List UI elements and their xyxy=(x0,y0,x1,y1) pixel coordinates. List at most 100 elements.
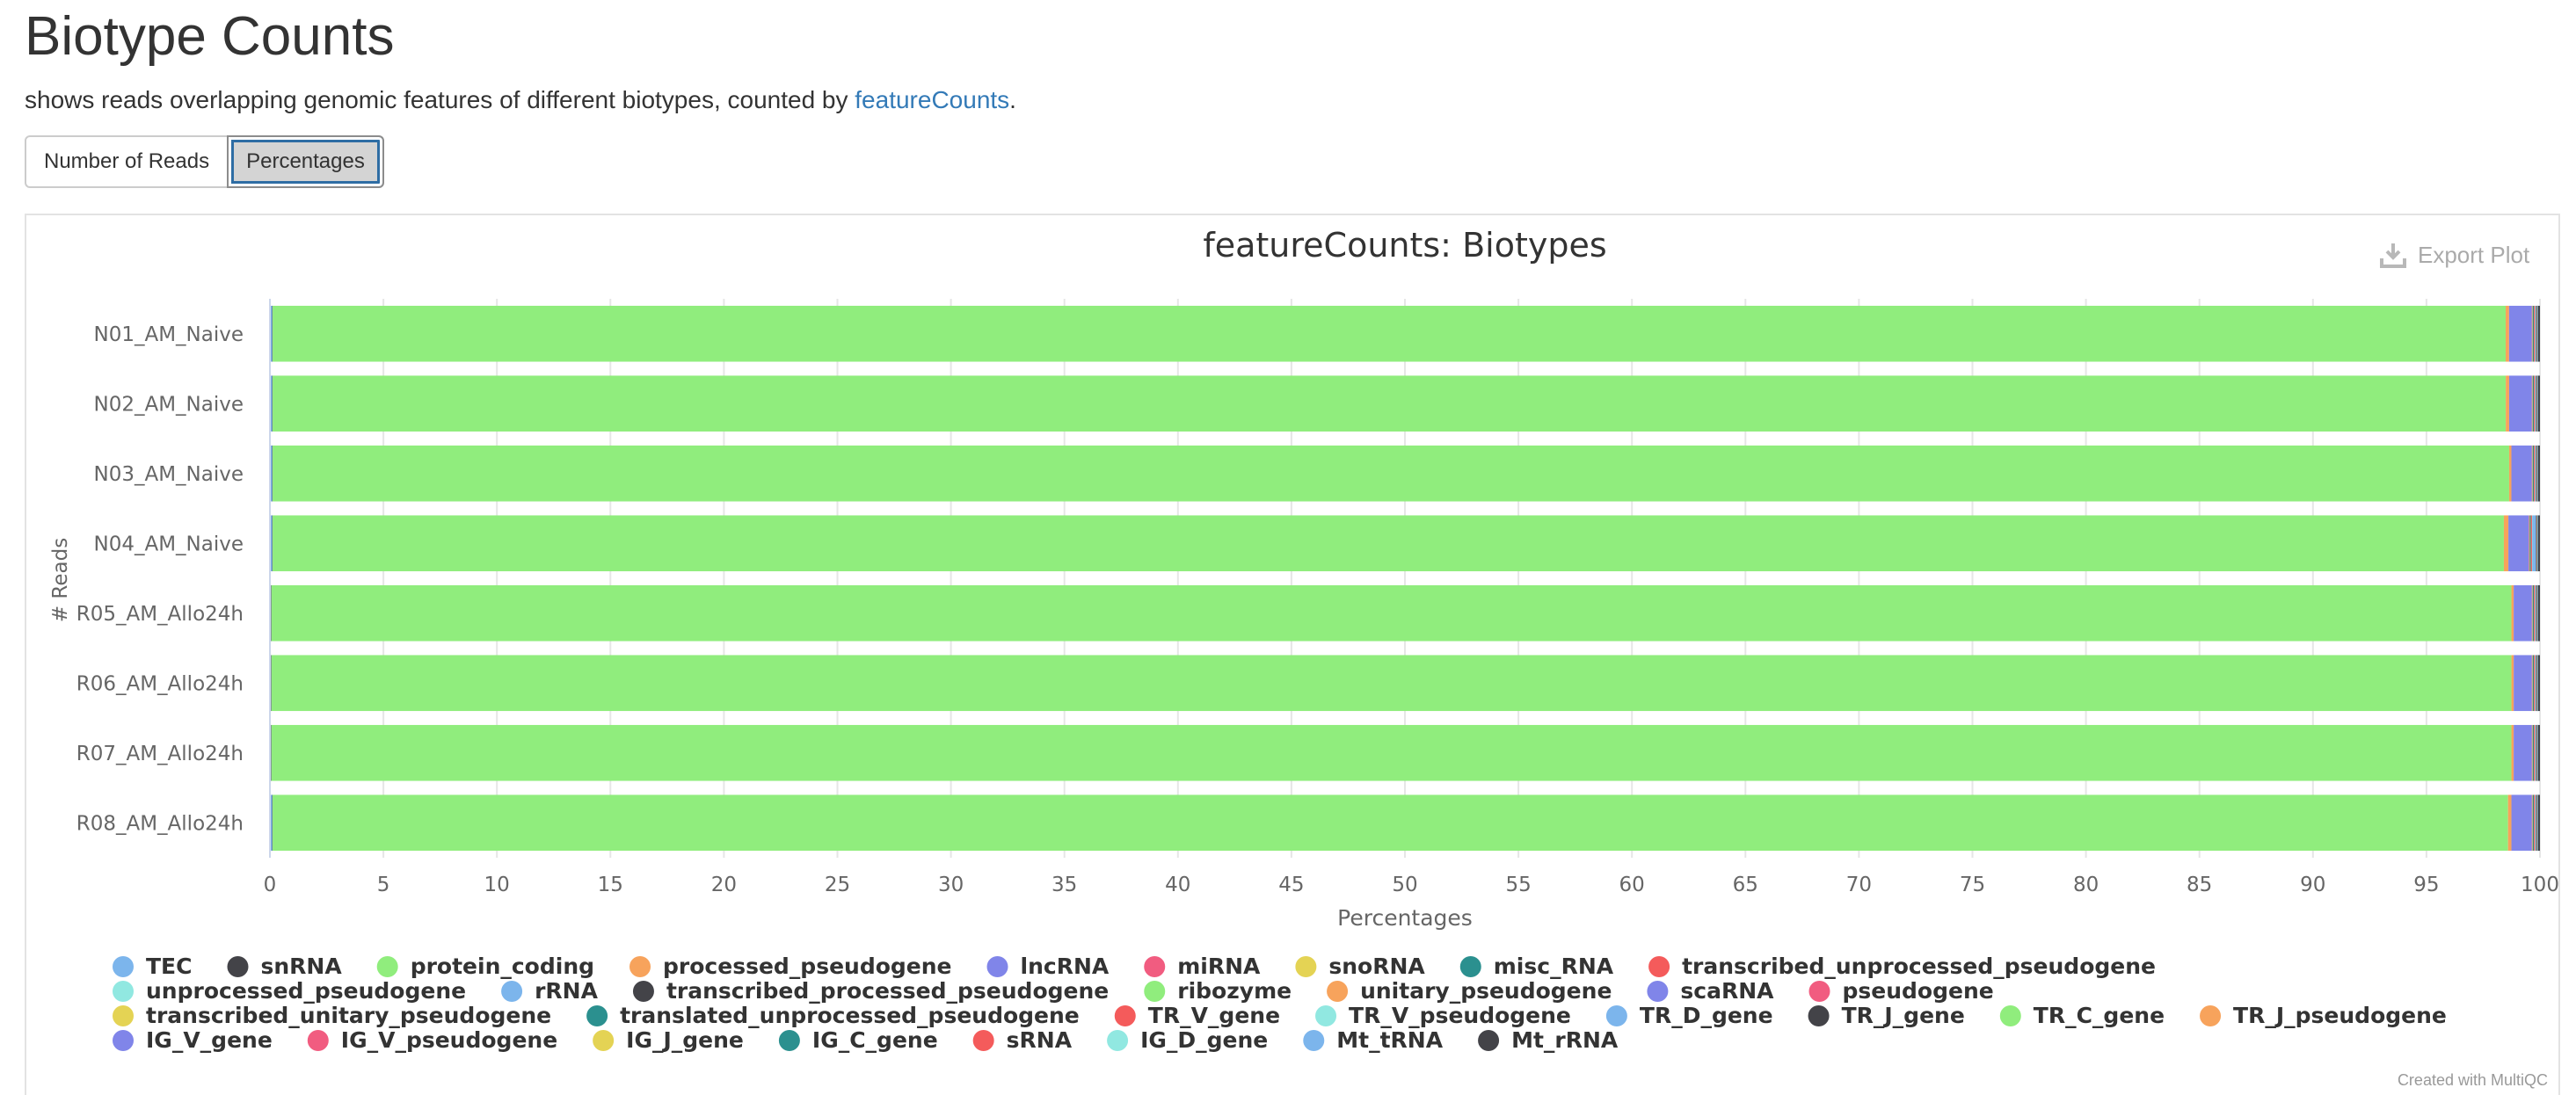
legend-item-translated-unprocessed-pseudogene[interactable]: translated_unprocessed_pseudogene xyxy=(586,1003,1080,1028)
bar-segment-snorna[interactable] xyxy=(2532,794,2533,852)
legend-item-transcribed-processed-pseudogene[interactable]: transcribed_processed_pseudogene xyxy=(632,978,1109,1004)
bar-segment-protein-coding[interactable] xyxy=(273,445,2509,502)
bar-segment-misc-rna[interactable] xyxy=(2529,515,2531,572)
bar-segment-lncrna[interactable] xyxy=(2511,445,2532,502)
bar-segment-transcribed-unprocessed-pseudogene[interactable] xyxy=(2534,584,2536,642)
bar-segment-transcribed-unprocessed-pseudogene[interactable] xyxy=(2534,794,2536,852)
bar-segment-transcribed-unprocessed-pseudogene[interactable] xyxy=(2534,655,2536,712)
bar-segment-lncrna[interactable] xyxy=(2514,584,2532,642)
bar-segment-snorna[interactable] xyxy=(2532,305,2533,362)
featurecounts-link[interactable]: featureCounts xyxy=(855,86,1010,113)
legend-item-tr-v-gene[interactable]: TR_V_gene xyxy=(1114,1003,1280,1028)
bar-segment-transcribed-unprocessed-pseudogene[interactable] xyxy=(2534,724,2536,781)
bar-segment-snrna[interactable] xyxy=(271,724,272,781)
bar-segment-lncrna[interactable] xyxy=(2508,515,2529,572)
bar-segment-protein-coding[interactable] xyxy=(273,305,2507,362)
bar-segment-transcribed-unprocessed-pseudogene[interactable] xyxy=(2530,515,2532,572)
bar-segment-mt-rrna[interactable] xyxy=(2537,724,2540,781)
bar-segment-rrna[interactable] xyxy=(2532,515,2536,572)
bar-segment-lncrna[interactable] xyxy=(2514,655,2532,712)
legend-item-srna[interactable]: sRNA xyxy=(972,1027,1073,1053)
legend-item-ribozyme[interactable]: ribozyme xyxy=(1144,978,1292,1004)
legend-item-mirna[interactable]: miRNA xyxy=(1144,954,1261,979)
bar-segment-mt-rrna[interactable] xyxy=(2537,655,2540,712)
bar-segment-snrna[interactable] xyxy=(271,584,272,642)
bar-segment-processed-pseudogene[interactable] xyxy=(2507,794,2512,852)
bar-segment-protein-coding[interactable] xyxy=(273,794,2508,852)
bar-segment-unprocessed-pseudogene[interactable] xyxy=(2535,375,2536,432)
bar-segment-mirna[interactable] xyxy=(2531,305,2533,362)
legend-item-scarna[interactable]: scaRNA xyxy=(1647,978,1774,1004)
bar-segment-lncrna[interactable] xyxy=(2508,375,2532,432)
bar-segment-misc-rna[interactable] xyxy=(2532,375,2535,432)
legend-item-unprocessed-pseudogene[interactable]: unprocessed_pseudogene xyxy=(113,978,466,1004)
bar-segment-mt-rrna[interactable] xyxy=(2537,305,2540,362)
bar-segment-transcribed-unprocessed-pseudogene[interactable] xyxy=(2534,305,2536,362)
bar-segment-mirna[interactable] xyxy=(2531,445,2533,502)
bar-segment-processed-pseudogene[interactable] xyxy=(2506,375,2509,432)
bar-segment-mt-rrna[interactable] xyxy=(2537,375,2540,432)
bar-segment-processed-pseudogene[interactable] xyxy=(2511,655,2514,712)
bar-segment-processed-pseudogene[interactable] xyxy=(2503,515,2509,572)
legend-item-transcribed-unitary-pseudogene[interactable]: transcribed_unitary_pseudogene xyxy=(113,1003,551,1028)
bar-segment-unprocessed-pseudogene[interactable] xyxy=(2535,305,2536,362)
bar-segment-transcribed-unprocessed-pseudogene[interactable] xyxy=(2534,375,2536,432)
bar-segment-tec[interactable] xyxy=(270,515,273,572)
legend-item-tr-j-pseudogene[interactable]: TR_J_pseudogene xyxy=(2200,1003,2447,1028)
legend-item-lncrna[interactable]: lncRNA xyxy=(986,954,1110,979)
bar-segment-tec[interactable] xyxy=(270,305,273,362)
legend-item-snorna[interactable]: snoRNA xyxy=(1295,954,1425,979)
bar-segment-snorna[interactable] xyxy=(2532,655,2533,712)
bar-segment-misc-rna[interactable] xyxy=(2532,305,2535,362)
legend-item-transcribed-unprocessed-pseudogene[interactable]: transcribed_unprocessed_pseudogene xyxy=(1648,954,2156,979)
bar-segment-tec[interactable] xyxy=(270,375,273,432)
legend-item-mt-trna[interactable]: Mt_tRNA xyxy=(1303,1027,1444,1053)
bar-segment-mt-rrna[interactable] xyxy=(2537,515,2540,572)
legend-item-ig-c-gene[interactable]: IG_C_gene xyxy=(778,1027,938,1053)
percentages-button[interactable]: Percentages xyxy=(227,135,384,188)
bar-segment-snorna[interactable] xyxy=(2532,584,2533,642)
legend-item-snrna[interactable]: snRNA xyxy=(227,954,342,979)
bar-segment-transcribed-unprocessed-pseudogene[interactable] xyxy=(2534,445,2536,502)
bar-segment-processed-pseudogene[interactable] xyxy=(2511,724,2514,781)
bar-segment-protein-coding[interactable] xyxy=(273,375,2507,432)
legend-item-protein-coding[interactable]: protein_coding xyxy=(376,954,594,979)
bar-segment-snorna[interactable] xyxy=(2532,724,2533,781)
bar-segment-mirna[interactable] xyxy=(2531,375,2533,432)
legend-item-mt-rrna[interactable]: Mt_rRNA xyxy=(1478,1027,1619,1053)
bar-segment-unprocessed-pseudogene[interactable] xyxy=(2535,584,2536,642)
bar-segment-processed-pseudogene[interactable] xyxy=(2506,305,2509,362)
bar-segment-unprocessed-pseudogene[interactable] xyxy=(2535,794,2536,852)
legend-item-ig-v-pseudogene[interactable]: IG_V_pseudogene xyxy=(307,1027,557,1053)
bar-segment-processed-pseudogene[interactable] xyxy=(2511,584,2514,642)
bar-segment-lncrna[interactable] xyxy=(2508,305,2532,362)
bar-segment-misc-rna[interactable] xyxy=(2532,445,2535,502)
bar-segment-snorna[interactable] xyxy=(2532,445,2533,502)
bar-segment-mirna[interactable] xyxy=(2531,794,2533,852)
legend-item-rrna[interactable]: rRNA xyxy=(501,978,599,1004)
bar-segment-lncrna[interactable] xyxy=(2511,794,2532,852)
legend-item-tr-d-gene[interactable]: TR_D_gene xyxy=(1605,1003,1773,1028)
bar-segment-mirna[interactable] xyxy=(2531,655,2533,712)
bar-segment-unprocessed-pseudogene[interactable] xyxy=(2535,655,2536,712)
bar-segment-mirna[interactable] xyxy=(2531,724,2533,781)
legend-item-ig-d-gene[interactable]: IG_D_gene xyxy=(1107,1027,1268,1053)
legend-item-processed-pseudogene[interactable]: processed_pseudogene xyxy=(629,954,952,979)
bar-segment-lncrna[interactable] xyxy=(2514,724,2532,781)
legend-item-tr-c-gene[interactable]: TR_C_gene xyxy=(1999,1003,2165,1028)
bar-segment-unprocessed-pseudogene[interactable] xyxy=(2531,515,2533,572)
export-plot-button[interactable]: Export Plot xyxy=(2379,241,2529,269)
bar-segment-processed-pseudogene[interactable] xyxy=(2508,445,2512,502)
number-of-reads-button[interactable]: Number of Reads xyxy=(25,135,229,188)
bar-segment-misc-rna[interactable] xyxy=(2532,655,2535,712)
legend-item-pseudogene[interactable]: pseudogene xyxy=(1808,978,1994,1004)
bar-segment-misc-rna[interactable] xyxy=(2532,794,2535,852)
legend-item-tr-v-pseudogene[interactable]: TR_V_pseudogene xyxy=(1315,1003,1571,1028)
legend-item-unitary-pseudogene[interactable]: unitary_pseudogene xyxy=(1327,978,1612,1004)
bar-segment-misc-rna[interactable] xyxy=(2532,724,2535,781)
bar-segment-protein-coding[interactable] xyxy=(273,515,2504,572)
bar-segment-protein-coding[interactable] xyxy=(271,584,2512,642)
bar-segment-snorna[interactable] xyxy=(2529,515,2530,572)
legend-item-misc-rna[interactable]: misc_RNA xyxy=(1459,954,1614,979)
bar-segment-snrna[interactable] xyxy=(271,655,272,712)
